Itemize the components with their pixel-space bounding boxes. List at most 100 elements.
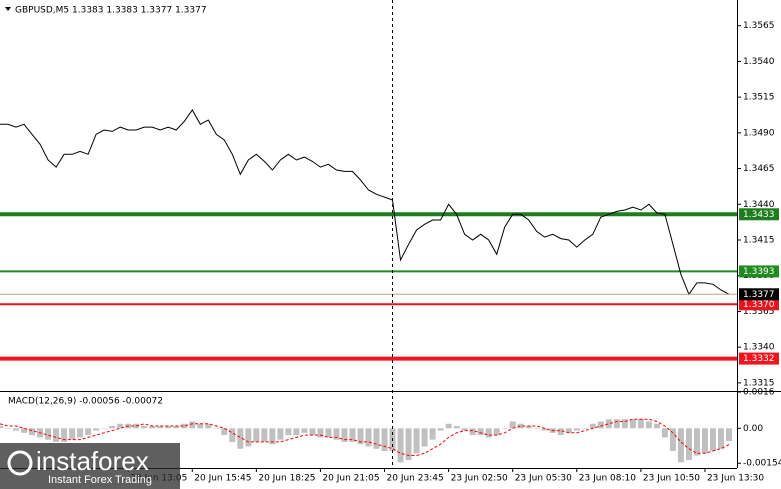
macd-bar: [629, 419, 636, 429]
macd-bar: [589, 423, 596, 429]
macd-bar: [445, 423, 452, 429]
macd-bar: [341, 428, 348, 442]
level-label: 1.3433: [743, 210, 775, 220]
macd-bar: [229, 428, 236, 442]
y-tick-label: 0.0016: [743, 388, 775, 398]
macd-bar: [725, 428, 732, 442]
y-tick-label: 1.3490: [743, 128, 775, 138]
macd-bar: [101, 428, 108, 429]
macd-bar: [605, 419, 612, 429]
macd-bar: [197, 423, 204, 429]
macd-bar: [285, 428, 292, 436]
level-label-box: [739, 265, 779, 278]
watermark-logo: [7, 450, 33, 476]
macd-bar: [173, 426, 180, 429]
macd-bar: [637, 419, 644, 429]
macd-bar: [701, 428, 708, 454]
macd-bar: [653, 423, 660, 429]
y-tick-label: 1.3415: [743, 236, 775, 246]
macd-bar: [709, 428, 716, 451]
macd-bar: [0, 426, 3, 429]
macd-bar: [261, 428, 268, 442]
macd-bar: [53, 428, 60, 442]
macd-bar: [413, 428, 420, 454]
x-tick-label: 23 Jun 02:50: [451, 474, 508, 484]
y-tick-label: 1.3315: [743, 378, 775, 388]
y-tick-label: 1.3440: [743, 200, 775, 210]
macd-bar: [45, 428, 52, 440]
macd-bar: [421, 428, 428, 447]
macd-bar: [509, 421, 516, 429]
y-tick-label: 1.3540: [743, 57, 775, 67]
macd-bar: [613, 419, 620, 429]
macd-bar: [573, 428, 580, 431]
macd-bar: [485, 428, 492, 438]
level-label: 1.3393: [743, 267, 775, 277]
macd-bar: [685, 428, 692, 461]
macd-bar: [189, 421, 196, 429]
level-label-box: [739, 352, 779, 365]
macd-bar: [309, 428, 316, 436]
x-tick-label: 20 Jun 18:25: [258, 474, 315, 484]
macd-bar: [277, 428, 284, 440]
macd-bar: [221, 428, 228, 436]
macd-bar: [669, 428, 676, 451]
watermark-subtitle: Instant Forex Trading: [48, 474, 152, 486]
macd-bar: [157, 426, 164, 429]
y-tick-label: 0.00: [743, 424, 763, 434]
macd-bar: [301, 428, 308, 433]
macd-bar: [565, 428, 572, 433]
signal-line: [0, 418, 730, 456]
macd-bar: [541, 428, 548, 431]
macd-bar: [429, 428, 436, 440]
menu-arrow: [5, 7, 11, 11]
macd-bar: [373, 428, 380, 449]
macd-bar: [533, 428, 540, 429]
macd-bar: [349, 428, 356, 442]
macd-bar: [621, 419, 628, 429]
macd-bar: [69, 428, 76, 440]
y-tick-label: 1.3565: [743, 21, 775, 31]
macd-bar: [581, 428, 588, 429]
macd-bar: [269, 428, 276, 445]
y-tick-label: -0.00154: [743, 459, 781, 469]
x-tick-label: 23 Jun 10:50: [643, 474, 700, 484]
macd-title: MACD(12,26,9) -0.00056 -0.00072: [8, 397, 163, 407]
macd-bar: [13, 428, 20, 431]
macd-bar: [317, 428, 324, 438]
macd-bar: [237, 428, 244, 449]
level-label-box: [739, 208, 779, 221]
macd-bar: [557, 428, 564, 436]
level-label: 1.3370: [743, 300, 775, 310]
macd-bar: [85, 428, 92, 436]
macd-bar: [693, 428, 700, 456]
macd-bar: [117, 423, 124, 429]
macd-bar: [501, 428, 508, 429]
x-tick-label: 23 Jun 08:10: [579, 474, 636, 484]
macd-bar: [325, 428, 332, 438]
macd-bar: [333, 428, 340, 440]
macd-bar: [645, 421, 652, 429]
macd-bar: [477, 428, 484, 436]
macd-bar: [517, 423, 524, 429]
watermark: instaforex: [36, 446, 149, 476]
last-price-box: [739, 288, 779, 301]
macd-bar: [437, 428, 444, 431]
macd-bar: [493, 428, 500, 436]
macd-bar: [365, 428, 372, 447]
x-tick-label: 20 Jun 21:05: [322, 474, 379, 484]
macd-bar: [181, 423, 188, 429]
macd-bar: [141, 426, 148, 429]
macd-bar: [245, 428, 252, 447]
x-tick-label: 20 Jun 15:45: [194, 474, 251, 484]
macd-bar: [381, 428, 388, 451]
chart-title: GBPUSD,M5 1.3383 1.3383 1.3377 1.3377: [15, 6, 207, 16]
macd-bar: [21, 428, 28, 433]
macd-bar: [61, 428, 68, 442]
macd-bar: [597, 421, 604, 429]
y-tick-label: 1.3340: [743, 343, 775, 353]
macd-bar: [453, 426, 460, 429]
price-line: [0, 109, 730, 296]
